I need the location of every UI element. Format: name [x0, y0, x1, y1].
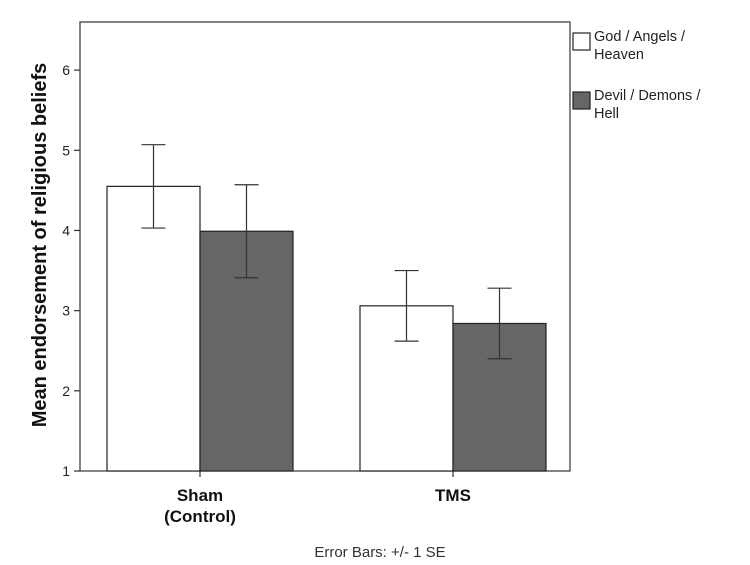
y-tick-label: 4: [62, 222, 70, 238]
y-tick-label: 2: [62, 383, 70, 399]
y-tick-label: 3: [62, 303, 70, 319]
y-axis-title: Mean endorsement of religious beliefs: [29, 63, 51, 428]
plot-frame: [79, 21, 571, 472]
y-tick-label: 1: [62, 463, 70, 479]
legend-label-devil-demons-hell: Devil / Demons /: [594, 88, 701, 104]
legend-label-god-angels-heaven: God / Angels /: [594, 29, 686, 45]
legend-label-god-angels-heaven: Heaven: [594, 47, 644, 63]
footnote-error-bars: Error Bars: +/- 1 SE: [314, 544, 445, 561]
legend-swatch-god-angels-heaven: [572, 32, 591, 51]
legend-label-devil-demons-hell: Hell: [594, 106, 619, 122]
y-tick-label: 5: [62, 142, 70, 158]
legend-swatch-devil-demons-hell: [572, 91, 591, 110]
x-category-label: Sham: [177, 486, 223, 505]
bar-god-angels-heaven-sham: [106, 185, 201, 472]
x-category-label: (Control): [164, 507, 236, 526]
y-tick-label: 6: [62, 62, 70, 78]
x-category-label: TMS: [435, 486, 471, 505]
